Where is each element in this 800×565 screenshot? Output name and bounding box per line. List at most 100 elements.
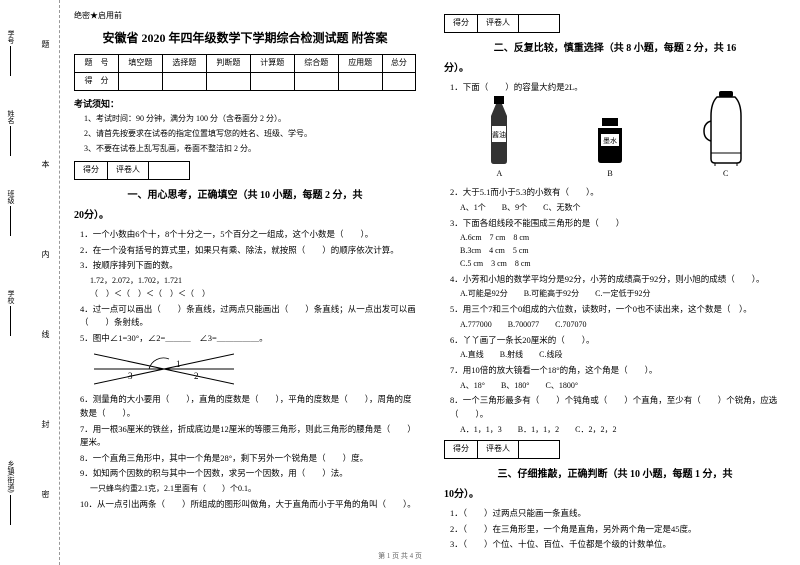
label-id: 学号 <box>6 30 16 44</box>
band-score: 得分 <box>75 162 108 179</box>
cell <box>206 72 250 90</box>
cell <box>162 72 206 90</box>
svg-text:酱油: 酱油 <box>492 130 506 139</box>
q-sub: （ ）＜（ ）＜（ ）＜（ ） <box>90 288 416 301</box>
cell: 判断题 <box>206 54 250 72</box>
cell: 填空题 <box>118 54 162 72</box>
section1-title: 一、用心思考，正确填空（共 10 小题，每题 2 分，共 <box>74 188 416 204</box>
svg-text:墨水: 墨水 <box>603 136 617 145</box>
dash-label: 内 <box>40 250 51 258</box>
secret-mark: 绝密★启用前 <box>74 10 416 23</box>
soy-bottle-icon: 酱油 <box>479 96 519 166</box>
q: 8．一个三角形最多有（ ）个钝角或（ ）个直角，至少有（ ）个锐角，应选（ ）。 <box>450 394 786 421</box>
label-name: 姓名 <box>6 110 16 124</box>
side-field-id: 学号 <box>6 30 16 76</box>
q: 4．过一点可以画出（ ）条直线，过两点只能画出（ ）条直线；从一点出发可以画（ … <box>80 303 416 330</box>
band-score: 得分 <box>445 441 478 458</box>
page-content: 绝密★启用前 安徽省 2020 年四年级数学下学期综合检测试题 附答案 题 号 … <box>60 0 800 565</box>
side-field-town: 乡镇(街道) <box>6 460 16 525</box>
notice-item: 2、请首先按要求在试卷的指定位置填写您的姓名、班级、学号。 <box>84 128 416 141</box>
angle-label: 3 <box>128 369 133 383</box>
dash-label: 线 <box>40 330 51 338</box>
cell: 综合题 <box>294 54 338 72</box>
band-blank <box>149 162 189 179</box>
label-school: 学校 <box>6 290 16 304</box>
table-row: 得 分 <box>75 72 416 90</box>
band-grader: 评卷人 <box>478 15 519 32</box>
label-class: 班级 <box>6 190 16 204</box>
q: 1．一个小数由6个十，8个十分之一，5个百分之一组成，这个小数是（ ）。 <box>80 228 416 242</box>
table-row: 题 号 填空题 选择题 判断题 计算题 综合题 应用题 总分 <box>75 54 416 72</box>
opt: A.777000 B.700077 C.707070 <box>460 319 786 332</box>
q: 7．用一根36厘米的铁丝，折成底边是12厘米的等腰三角形，则此三角形的腰角是（ … <box>80 423 416 450</box>
band-blank <box>519 441 559 458</box>
band-blank <box>519 15 559 32</box>
q: 6．测量角的大小要用（ ），直角的度数是（ ），平角的度数是（ ），周角的度数是… <box>80 393 416 420</box>
band-score: 得分 <box>445 15 478 32</box>
bottle-a: 酱油 A <box>479 96 519 181</box>
q: 1．（ ）过两点只能画一条直线。 <box>450 507 786 521</box>
score-band: 得分 评卷人 <box>74 161 190 180</box>
cell <box>338 72 382 90</box>
section3-tail: 10分）。 <box>444 487 786 503</box>
notice-item: 3、不要在试卷上乱写乱画，卷面不整洁扣 2 分。 <box>84 143 416 156</box>
cell: 题 号 <box>75 54 119 72</box>
bottle-c: C <box>701 91 751 181</box>
bottle-row: 酱油 A 墨水 B <box>444 100 786 180</box>
cell: 得 分 <box>75 72 119 90</box>
cell: 应用题 <box>338 54 382 72</box>
section1-tail: 20分）。 <box>74 208 416 224</box>
dash-label: 题 <box>40 40 51 48</box>
opt: A.6cm 7 cm 8 cm <box>460 232 786 245</box>
score-band: 得分 评卷人 <box>444 14 560 33</box>
q: 9．如知两个因数的积与其中一个因数，求另一个因数，用（ ）法。 <box>80 467 416 481</box>
q: 5．图中∠1=30°，∠2=＿＿＿ ∠3=＿＿＿＿＿。 <box>80 332 416 346</box>
bottle-b: 墨水 B <box>590 116 630 181</box>
dash-label: 密 <box>40 490 51 498</box>
side-field-class: 班级 <box>6 190 16 236</box>
score-band: 得分 评卷人 <box>444 440 560 459</box>
opt: A、18° B、180° C、1800° <box>460 380 786 393</box>
label-a: A <box>496 168 502 181</box>
dash-label: 本 <box>40 160 51 168</box>
angle-diagram: 3 1 2 <box>94 349 234 389</box>
label-b: B <box>607 168 612 181</box>
cell: 计算题 <box>250 54 294 72</box>
score-table: 题 号 填空题 选择题 判断题 计算题 综合题 应用题 总分 得 分 <box>74 54 416 91</box>
notice-item: 1、考试时间：90 分钟，满分为 100 分（含卷面分 2 分）。 <box>84 113 416 126</box>
angle-label: 1 <box>176 357 181 371</box>
binding-margin: 学号 姓名 班级 学校 乡镇(街道) 题 本 内 线 封 密 <box>0 0 60 565</box>
cell: 选择题 <box>162 54 206 72</box>
section3-title: 三、仔细推敲，正确判断（共 10 小题，每题 1 分，共 <box>444 467 786 483</box>
page-footer: 第 1 页 共 4 页 <box>0 551 800 561</box>
section2-tail: 分）。 <box>444 61 786 77</box>
cell: 总分 <box>382 54 415 72</box>
q: 3．按顺序排列下面的数。 <box>80 259 416 273</box>
band-grader: 评卷人 <box>108 162 149 179</box>
label-town: 乡镇(街道) <box>6 460 16 493</box>
q: 2．在一个没有括号的算式里，如果只有乘、除法，就按照（ ）的顺序依次计算。 <box>80 244 416 258</box>
notice-head: 考试须知： <box>74 97 416 111</box>
q: 6．丫丫画了一条长20厘米的（ ）。 <box>450 334 786 348</box>
q-sub: 一只蜂鸟约重2.1克，2.1里面有（ ）个0.1。 <box>90 483 416 496</box>
left-column: 绝密★启用前 安徽省 2020 年四年级数学下学期综合检测试题 附答案 题 号 … <box>60 0 430 565</box>
label-c: C <box>723 168 728 181</box>
q: 10．从一点引出两条（ ）所组成的图形叫做角，大于直角而小于平角的角叫（ ）。 <box>80 498 416 512</box>
dash-label: 封 <box>40 420 51 428</box>
q: 7．用10倍的放大镜看一个18°的角，这个角是（ ）。 <box>450 364 786 378</box>
section2-title: 二、反复比较，慎重选择（共 8 小题，每题 2 分，共 16 <box>444 41 786 57</box>
opt: A、1个 B、9个 C、无数个 <box>460 202 786 215</box>
cell <box>118 72 162 90</box>
opt: A.可能是92分 B.可能高于92分 C.一定低于92分 <box>460 288 786 301</box>
opt: B.3cm 4 cm 5 cm <box>460 245 786 258</box>
opt: C.5 cm 3 cm 8 cm <box>460 258 786 271</box>
q: 5．用三个7和三个0组成的六位数，读数时，一个0也不读出来，这个数是（ ）。 <box>450 303 786 317</box>
band-grader: 评卷人 <box>478 441 519 458</box>
cell <box>294 72 338 90</box>
exam-title: 安徽省 2020 年四年级数学下学期综合检测试题 附答案 <box>74 29 416 48</box>
thermos-icon <box>701 91 751 166</box>
cell <box>382 72 415 90</box>
q: 4．小芳和小旭的数学平均分是92分，小芳的成绩高于92分，则小旭的成绩（ ）。 <box>450 273 786 287</box>
opt: A．1，1，3 B．1，1，2 C．2，2，2 <box>460 424 786 437</box>
angle-label: 2 <box>194 369 199 383</box>
